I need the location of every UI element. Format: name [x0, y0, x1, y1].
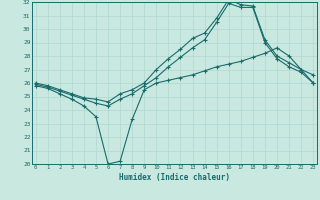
X-axis label: Humidex (Indice chaleur): Humidex (Indice chaleur): [119, 173, 230, 182]
